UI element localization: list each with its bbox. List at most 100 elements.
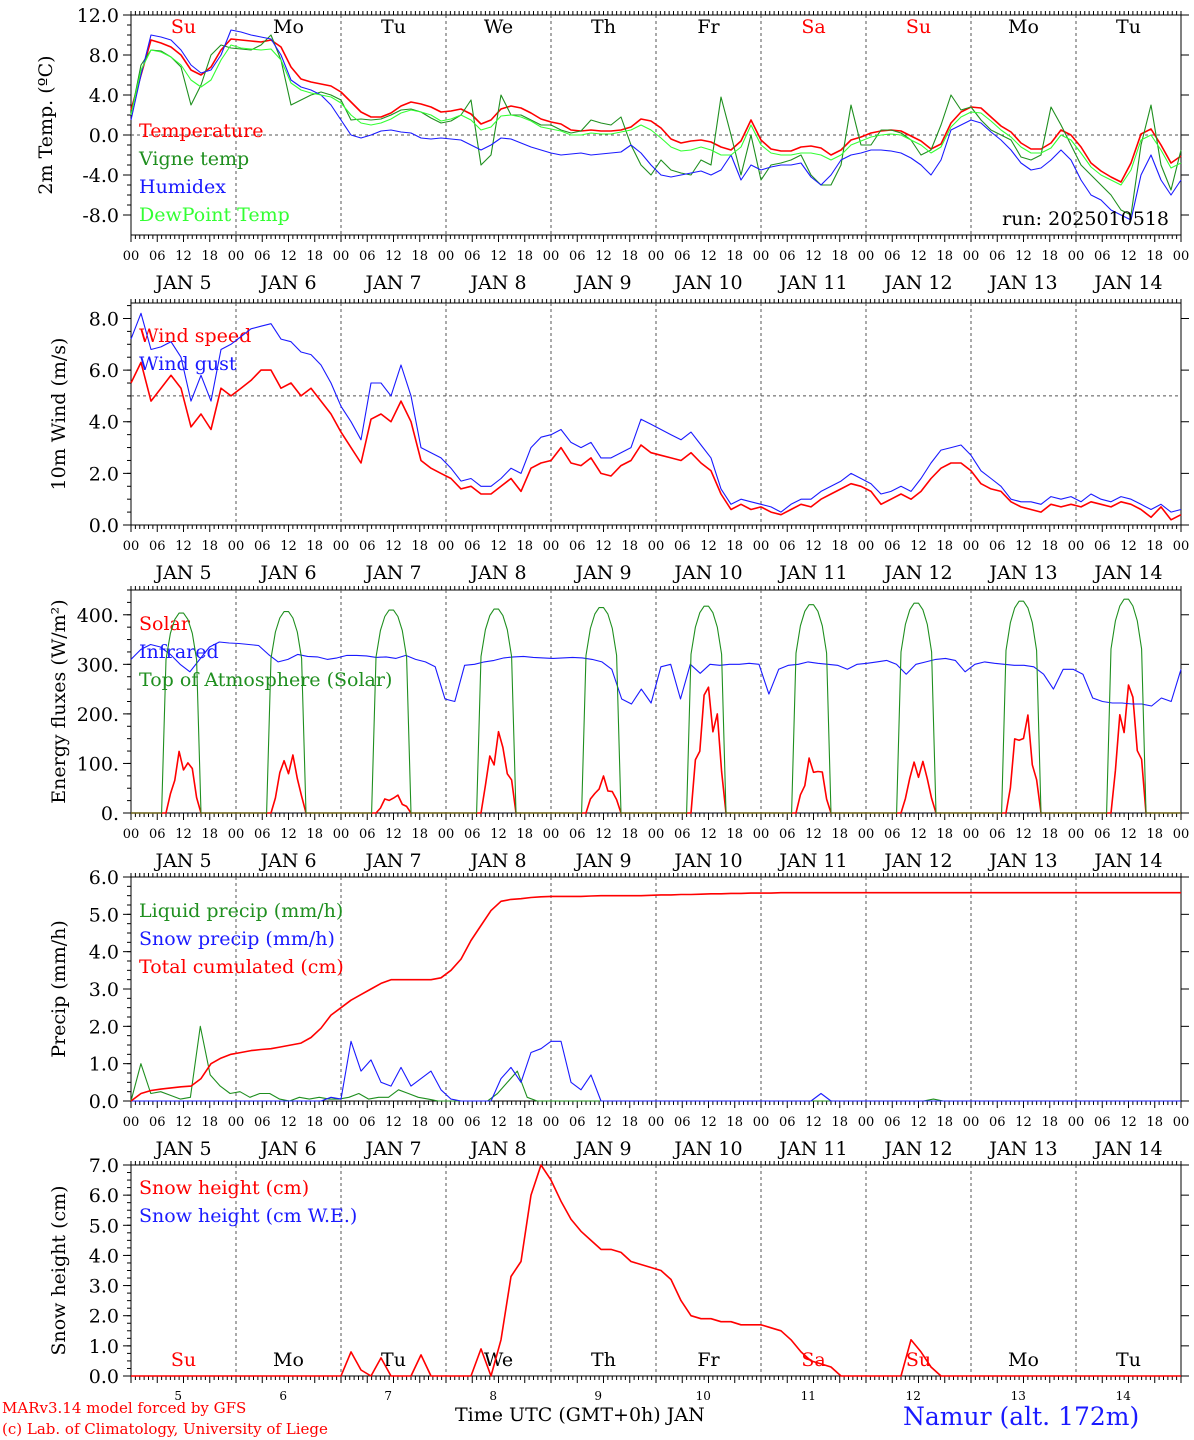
x-tick-label: 06: [989, 249, 1006, 264]
model-credit-line2: (c) Lab. of Climatology, University of L…: [2, 1420, 328, 1438]
y-tick-label: 3.0: [89, 1276, 119, 1298]
x-tick-label: 12: [280, 249, 297, 264]
weekday-label: Su: [906, 1349, 931, 1371]
x-tick-label: 06: [464, 1115, 481, 1130]
x-tick-label: 00: [543, 1115, 560, 1130]
day-number-label: 6: [279, 1389, 287, 1403]
y-tick-label: 2.0: [89, 1016, 119, 1038]
date-label: JAN 14: [1092, 272, 1162, 294]
x-tick-label: 00: [438, 249, 455, 264]
x-tick-label: 06: [884, 827, 901, 842]
x-tick-label: 12: [1120, 539, 1137, 554]
x-tick-label: 00: [438, 539, 455, 554]
date-label: JAN 11: [777, 562, 847, 584]
date-label: JAN 8: [468, 562, 526, 584]
x-tick-label: 06: [569, 827, 586, 842]
x-tick-label: 00: [228, 539, 245, 554]
x-tick-label: 06: [989, 1115, 1006, 1130]
date-label: JAN 10: [672, 272, 742, 294]
x-tick-label: 18: [936, 827, 953, 842]
series-line-snow-height-cm: [131, 1164, 1181, 1377]
weekday-label: Fr: [697, 16, 720, 38]
x-tick-label: 06: [149, 1115, 166, 1130]
x-tick-label: 12: [910, 539, 927, 554]
x-tick-label: 00: [1173, 827, 1190, 842]
legend-entry-solar: Solar: [139, 613, 191, 635]
x-tick-label: 12: [595, 539, 612, 554]
x-tick-label: 12: [385, 249, 402, 264]
x-tick-label: 12: [175, 827, 192, 842]
x-tick-label: 06: [989, 827, 1006, 842]
x-tick-label: 18: [1146, 249, 1163, 264]
x-tick-label: 06: [254, 827, 271, 842]
x-tick-label: 00: [333, 1115, 350, 1130]
series-line-wind-gust: [130, 312, 1182, 513]
date-label: JAN 13: [987, 1138, 1057, 1160]
y-tick-label: 200.: [77, 704, 119, 726]
y-tick-label: 0.0: [89, 515, 119, 537]
x-tick-label: 12: [1120, 1115, 1137, 1130]
x-tick-label: 18: [936, 1115, 953, 1130]
date-label: JAN 14: [1092, 1138, 1162, 1160]
x-tick-label: 12: [490, 1115, 507, 1130]
weekday-label: Mo: [273, 1349, 304, 1371]
series-line-wind-speed: [130, 361, 1182, 521]
weekday-label: Fr: [697, 1349, 720, 1371]
date-label: JAN 8: [468, 272, 526, 294]
y-tick-label: -4.0: [82, 165, 119, 187]
legend-entry-temperature: Temperature: [139, 120, 263, 142]
x-tick-label: 18: [1146, 1115, 1163, 1130]
x-tick-label: 00: [543, 827, 560, 842]
x-tick-label: 06: [464, 249, 481, 264]
day-number-label: 12: [906, 1389, 921, 1403]
x-tick-label: 06: [359, 1115, 376, 1130]
legend-entry-dewpoint-temp: DewPoint Temp: [139, 204, 290, 226]
y-tick-label: 0.0: [89, 1091, 119, 1113]
x-tick-label: 18: [1041, 1115, 1058, 1130]
x-tick-label: 12: [175, 249, 192, 264]
x-tick-label: 18: [726, 1115, 743, 1130]
y-axis-label: 10m Wind (m/s): [48, 338, 70, 491]
y-tick-label: 1.0: [89, 1054, 119, 1076]
x-tick-label: 12: [595, 827, 612, 842]
y-tick-label: 400.: [77, 605, 119, 627]
x-tick-label: 00: [753, 1115, 770, 1130]
y-tick-label: 1.0: [89, 1336, 119, 1358]
x-tick-label: 00: [648, 1115, 665, 1130]
x-tick-label: 00: [963, 539, 980, 554]
x-tick-label: 18: [936, 539, 953, 554]
x-tick-label: 00: [228, 827, 245, 842]
x-tick-label: 00: [963, 249, 980, 264]
x-tick-label: 00: [123, 249, 140, 264]
x-axis-label: Time UTC (GMT+0h) JAN: [455, 1404, 705, 1426]
x-tick-label: 00: [438, 1115, 455, 1130]
x-tick-label: 18: [936, 249, 953, 264]
x-tick-label: 06: [779, 539, 796, 554]
x-tick-label: 00: [1068, 249, 1085, 264]
x-tick-label: 00: [1173, 1115, 1190, 1130]
model-credit-line1: MARv3.14 model forced by GFS: [2, 1399, 247, 1417]
x-tick-label: 00: [543, 539, 560, 554]
x-tick-label: 12: [805, 827, 822, 842]
x-tick-label: 18: [306, 1115, 323, 1130]
y-tick-label: 5.0: [89, 1215, 119, 1237]
weekday-label: Tu: [381, 16, 406, 38]
x-tick-label: 06: [674, 827, 691, 842]
y-tick-label: 0.0: [89, 1366, 119, 1388]
x-tick-label: 12: [1015, 539, 1032, 554]
x-tick-label: 06: [674, 539, 691, 554]
legend-entry-humidex: Humidex: [139, 176, 226, 198]
x-tick-label: 00: [858, 539, 875, 554]
x-tick-label: 18: [621, 249, 638, 264]
x-tick-label: 12: [490, 249, 507, 264]
date-label: JAN 5: [153, 562, 211, 584]
date-label: JAN 10: [672, 1138, 742, 1160]
y-tick-label: 5.0: [89, 904, 119, 926]
x-tick-label: 06: [464, 539, 481, 554]
x-tick-label: 12: [1015, 827, 1032, 842]
x-tick-label: 18: [831, 539, 848, 554]
x-tick-label: 06: [884, 249, 901, 264]
x-tick-label: 06: [1094, 1115, 1111, 1130]
y-axis-label: 2m Temp. (ºC): [35, 55, 57, 194]
date-label: JAN 6: [258, 850, 316, 872]
